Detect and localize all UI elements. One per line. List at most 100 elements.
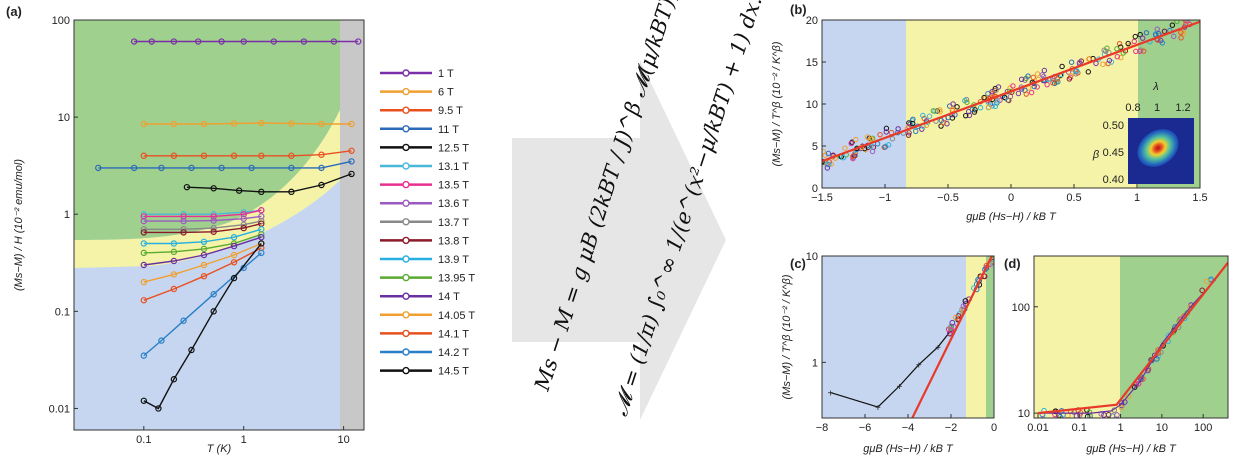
data-point: [188, 164, 195, 172]
data-point: [1143, 30, 1150, 36]
data-point: [240, 38, 247, 45]
data-point: [1125, 40, 1131, 47]
equation-area: Ms − M = g μB (2kBT / J)^β 𝓜(μ/kBT), 𝓜 =…: [512, 0, 767, 420]
panel-d-label: (d): [1004, 256, 1021, 271]
data-point: [200, 261, 208, 269]
data-point: [960, 303, 967, 310]
data-point: [140, 352, 148, 359]
data-point: [938, 117, 945, 124]
data-point: [318, 164, 325, 172]
legend-label: 13.7 T: [438, 217, 469, 229]
data-point: [210, 228, 217, 235]
data-point: [140, 278, 148, 286]
data-point: [1178, 35, 1184, 41]
data-point: [210, 291, 217, 298]
data-point: [1076, 59, 1083, 65]
data-point: [1114, 46, 1120, 52]
panel-d-axes: 0.01 0.1 1 10 100 10 100: [1012, 302, 1213, 434]
panel-a-legend: 1 T 6 T 9.5 T 11 T 12.5 T 13.1 T 13.5 T 13.6 T 1…: [380, 68, 475, 378]
data-point: [218, 164, 225, 172]
legend-label: 13.8 T: [438, 235, 469, 247]
panel-c-label: (c): [790, 256, 806, 271]
data-point: [258, 207, 265, 214]
data-point: [258, 249, 265, 257]
legend-label: 14.2 T: [438, 347, 469, 359]
data-point: [140, 261, 148, 269]
data-point: [1084, 413, 1091, 418]
data-point: [348, 158, 355, 165]
legend-marker: [402, 366, 410, 375]
data-point: [948, 327, 955, 334]
data-point: [140, 297, 148, 304]
data-point: [200, 273, 208, 280]
data-point: [170, 376, 178, 383]
legend-label: 9.5 T: [438, 105, 463, 117]
data-point: [966, 108, 972, 115]
data-point: [248, 164, 255, 172]
series-line: [830, 330, 952, 408]
data-point: [1028, 89, 1035, 96]
legend-label: 6 T: [438, 87, 454, 99]
x-tick-label: 0.5: [1066, 192, 1081, 204]
panel-a-xlabel: T (K): [207, 443, 232, 455]
series-line: [186, 173, 352, 193]
data-point: [230, 152, 238, 159]
inset-ytick: 0.45: [1103, 147, 1124, 159]
series-line: [143, 228, 262, 245]
data-point: [952, 314, 959, 321]
data-point: [825, 150, 832, 157]
data-point: [962, 298, 969, 304]
region-yellow: [74, 110, 340, 268]
legend-marker: [402, 143, 410, 152]
data-point: [130, 164, 138, 172]
data-point: [318, 120, 325, 128]
data-point: [218, 38, 225, 45]
legend-label: 13.95 T: [438, 273, 475, 285]
legend-marker: [402, 69, 410, 77]
data-point: [140, 152, 148, 159]
data-point: [995, 98, 1001, 104]
data-point: [180, 317, 187, 324]
data-point: [230, 274, 238, 282]
data-point: [1118, 54, 1124, 61]
data-point: [170, 38, 178, 45]
legend-label: 11 T: [438, 124, 459, 136]
data-point: [1041, 67, 1048, 74]
data-point: [937, 107, 943, 113]
data-point: [210, 308, 217, 315]
data-point: [822, 149, 827, 155]
data-point: [1139, 35, 1146, 41]
inset-xtick: 1.2: [1175, 102, 1190, 114]
data-point: [288, 152, 295, 159]
data-point: [240, 224, 247, 232]
legend-marker: [402, 180, 410, 189]
data-point: [170, 285, 178, 293]
data-point: [130, 38, 138, 45]
inset-ytick: 0.50: [1103, 120, 1124, 132]
data-point: [972, 107, 978, 113]
legend-marker: [402, 218, 410, 226]
data-point: [258, 188, 265, 196]
data-point: [258, 119, 265, 127]
legend-marker: [402, 162, 410, 170]
data-point: [1059, 63, 1065, 70]
x-tick-label: −1: [879, 192, 892, 204]
data-point: [1161, 28, 1168, 34]
y-tick-label: 100: [52, 15, 70, 27]
data-point: [1171, 33, 1177, 40]
panel-b-xlabel: gμB (Hs−H) / kB T: [966, 211, 1057, 223]
y-tick-label: 10: [806, 99, 818, 111]
data-point: [930, 108, 937, 114]
panel-a-series: [95, 38, 362, 412]
data-point: [1010, 83, 1016, 89]
legend-marker: [402, 255, 410, 263]
data-point: [158, 164, 165, 172]
panel-c-xlabel: gμB (Hs−H) / kB T: [863, 443, 954, 455]
data-point: [1025, 73, 1031, 79]
data-point: [905, 132, 912, 138]
data-point: [1178, 29, 1184, 36]
legend-marker: [402, 292, 410, 300]
panel-d: 0.01 0.1 1 10 100 10 100 (d) gμB (Hs−H) / kB T: [1004, 255, 1229, 455]
data-point: [140, 229, 148, 236]
data-point: [1086, 56, 1092, 62]
